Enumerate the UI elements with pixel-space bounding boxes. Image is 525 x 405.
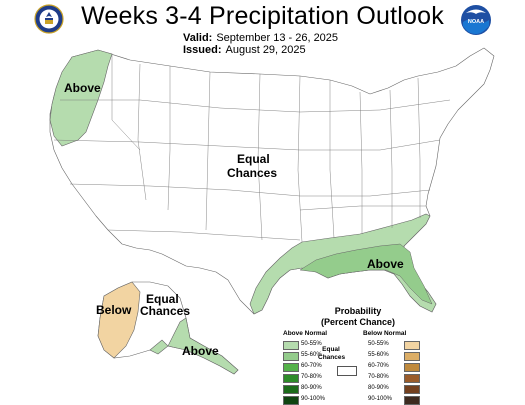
region-label-alaska-south: Above — [182, 344, 219, 358]
region-label-northwest: Above — [64, 81, 101, 95]
alaska-above-area — [149, 317, 239, 375]
legend-above-label: 70-80% — [301, 374, 322, 380]
legend-above-swatch — [283, 363, 299, 372]
northwest-above-area — [49, 49, 113, 147]
legend-equal-line1: Equal — [322, 346, 340, 353]
region-label-alaska-central-line2: Chances — [140, 304, 190, 318]
issued-label: Issued: — [183, 44, 222, 56]
legend-below-swatch — [404, 352, 420, 361]
region-label-alaska-west: Below — [96, 303, 132, 317]
legend-above-label: 50-55% — [301, 341, 322, 347]
region-label-central-line2: Chances — [227, 166, 277, 180]
legend-above-swatch — [283, 385, 299, 394]
legend-above-label: 60-70% — [301, 363, 322, 369]
legend-above-swatch — [283, 341, 299, 350]
legend-above-header: Above Normal — [283, 330, 328, 337]
region-label-central-line1: Equal — [237, 152, 270, 166]
legend-below-label: 90-100% — [368, 396, 393, 402]
legend-title-line1: Probability — [334, 306, 382, 316]
legend-below-label: 50-55% — [368, 341, 389, 347]
legend-below-swatch — [404, 374, 420, 383]
legend-below-header: Below Normal — [363, 330, 407, 337]
valid-dates: Valid: September 13 - 26, 2025 — [183, 32, 338, 44]
southeast-above-core — [299, 243, 433, 305]
legend-title: Probability (Percent Chance) — [318, 306, 398, 328]
legend-equal-line2: Chances — [318, 354, 346, 361]
legend-below-label: 60-70% — [368, 363, 389, 369]
legend-above-label: 55-60% — [301, 352, 322, 358]
alaska-below-area — [97, 281, 141, 359]
legend-below-label: 55-60% — [368, 352, 389, 358]
region-label-alaska-central-line1: Equal — [146, 292, 179, 306]
valid-label: Valid: — [183, 32, 213, 44]
legend-equal-chances: Equal Chances — [318, 346, 346, 362]
region-label-southeast: Above — [367, 257, 404, 271]
legend-below-swatch — [404, 396, 420, 405]
legend-below-label: 70-80% — [368, 374, 389, 380]
map-title: Weeks 3-4 Precipitation Outlook — [81, 2, 444, 30]
doc-seal-icon — [34, 4, 64, 39]
legend-above-swatch — [283, 374, 299, 383]
issued-date: Issued: August 29, 2025 — [183, 44, 306, 56]
legend-above-label: 90-100% — [301, 396, 326, 402]
legend-below-swatch — [404, 363, 420, 372]
noaa-logo-icon: NOAA — [460, 4, 492, 41]
legend-equal-chances-swatch — [337, 366, 357, 376]
legend-title-line2: (Percent Chance) — [320, 317, 396, 327]
valid-value: September 13 - 26, 2025 — [216, 32, 339, 44]
noaa-logo-text: NOAA — [468, 19, 484, 25]
issued-value: August 29, 2025 — [225, 44, 306, 56]
legend-above-swatch — [283, 352, 299, 361]
legend-below-label: 80-90% — [368, 385, 389, 391]
legend-above-swatch — [283, 396, 299, 405]
legend-below-swatch — [404, 341, 420, 350]
legend-above-label: 80-90% — [301, 385, 322, 391]
legend-below-swatch — [404, 385, 420, 394]
